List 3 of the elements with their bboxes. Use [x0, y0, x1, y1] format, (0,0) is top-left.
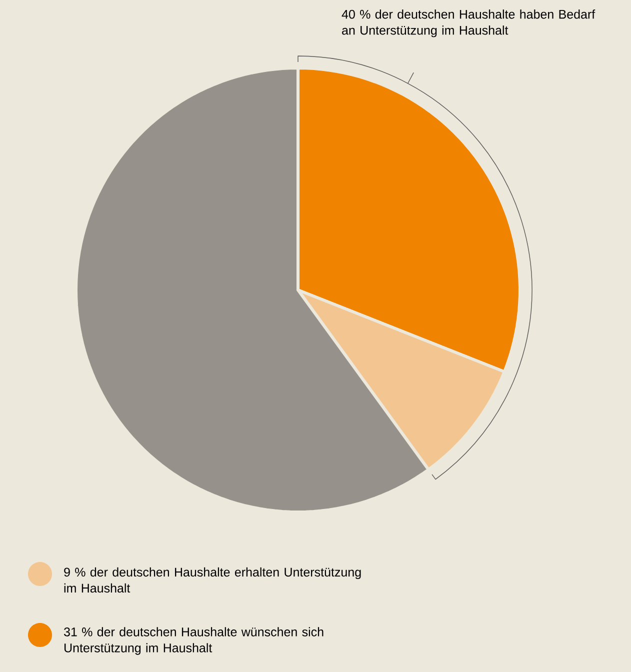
legend-label: 9 % der deutschen Haushalte erhalten Unterstützung im Haushalt — [64, 567, 361, 593]
legend-label: 31 % der deutschen Haushalte wünschen sich Unterstützung im Haushalt — [64, 627, 324, 655]
text: 40 % der deutschen Haushalte haben Bedarf an Unterstützung im Haushalt — [342, 10, 596, 38]
